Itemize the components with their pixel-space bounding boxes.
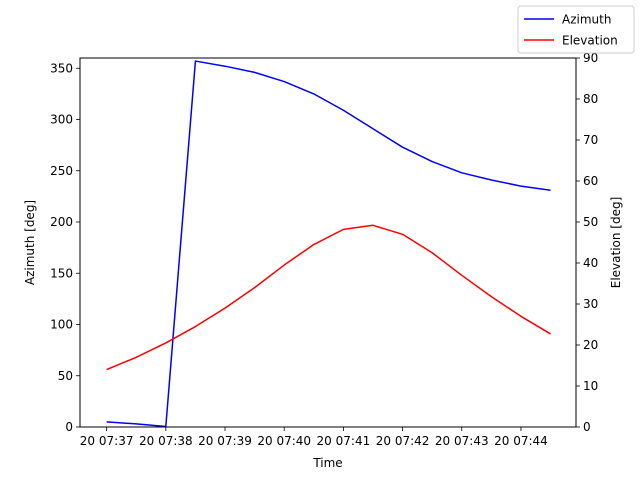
legend-label-elevation: Elevation [562, 34, 618, 48]
y-left-tick-label: 0 [65, 420, 73, 434]
x-tick-label: 20 07:38 [139, 434, 193, 448]
y-axis-right: 0 10 20 30 40 50 60 70 80 90 [576, 51, 598, 434]
y-left-tick-label: 300 [50, 113, 73, 127]
legend-box [517, 5, 635, 54]
y-right-tick-label: 70 [583, 133, 598, 147]
y-right-tick-label: 80 [583, 92, 598, 106]
x-tick-label: 20 07:41 [317, 434, 371, 448]
legend-label-azimuth: Azimuth [562, 13, 611, 27]
y-left-tick-label: 50 [58, 369, 73, 383]
x-tick-label: 20 07:44 [494, 434, 548, 448]
x-tick-label: 20 07:43 [435, 434, 489, 448]
legend: Azimuth Elevation [517, 5, 635, 54]
y-right-tick-label: 30 [583, 297, 598, 311]
y-right-tick-label: 50 [583, 215, 598, 229]
x-axis: 20 07:37 20 07:38 20 07:39 20 07:40 20 07:41… [80, 427, 548, 448]
x-tick-label: 20 07:40 [257, 434, 311, 448]
y-right-tick-label: 60 [583, 174, 598, 188]
y-left-tick-label: 250 [50, 164, 73, 178]
x-axis-label: Time [312, 456, 342, 470]
y-axis-left-label: Azimuth [deg] [23, 200, 37, 285]
y-right-tick-label: 0 [583, 420, 591, 434]
y-left-tick-label: 150 [50, 266, 73, 280]
x-tick-label: 20 07:37 [80, 434, 134, 448]
y-left-tick-label: 200 [50, 215, 73, 229]
x-tick-label: 20 07:42 [376, 434, 430, 448]
y-right-tick-label: 10 [583, 379, 598, 393]
y-left-tick-label: 350 [50, 61, 73, 75]
y-axis-right-label: Elevation [deg] [609, 197, 623, 289]
y-right-tick-label: 20 [583, 338, 598, 352]
y-right-tick-label: 40 [583, 256, 598, 270]
series-line-elevation [106, 224, 551, 371]
x-tick-label: 20 07:39 [198, 434, 252, 448]
y-left-tick-label: 100 [50, 318, 73, 332]
series-layer [106, 60, 551, 428]
y-axis-left: 0 50 100 150 200 250 300 350 [50, 61, 80, 434]
plot-frame [79, 57, 577, 428]
y-right-tick-label: 90 [583, 51, 598, 65]
series-line-azimuth [106, 60, 551, 428]
